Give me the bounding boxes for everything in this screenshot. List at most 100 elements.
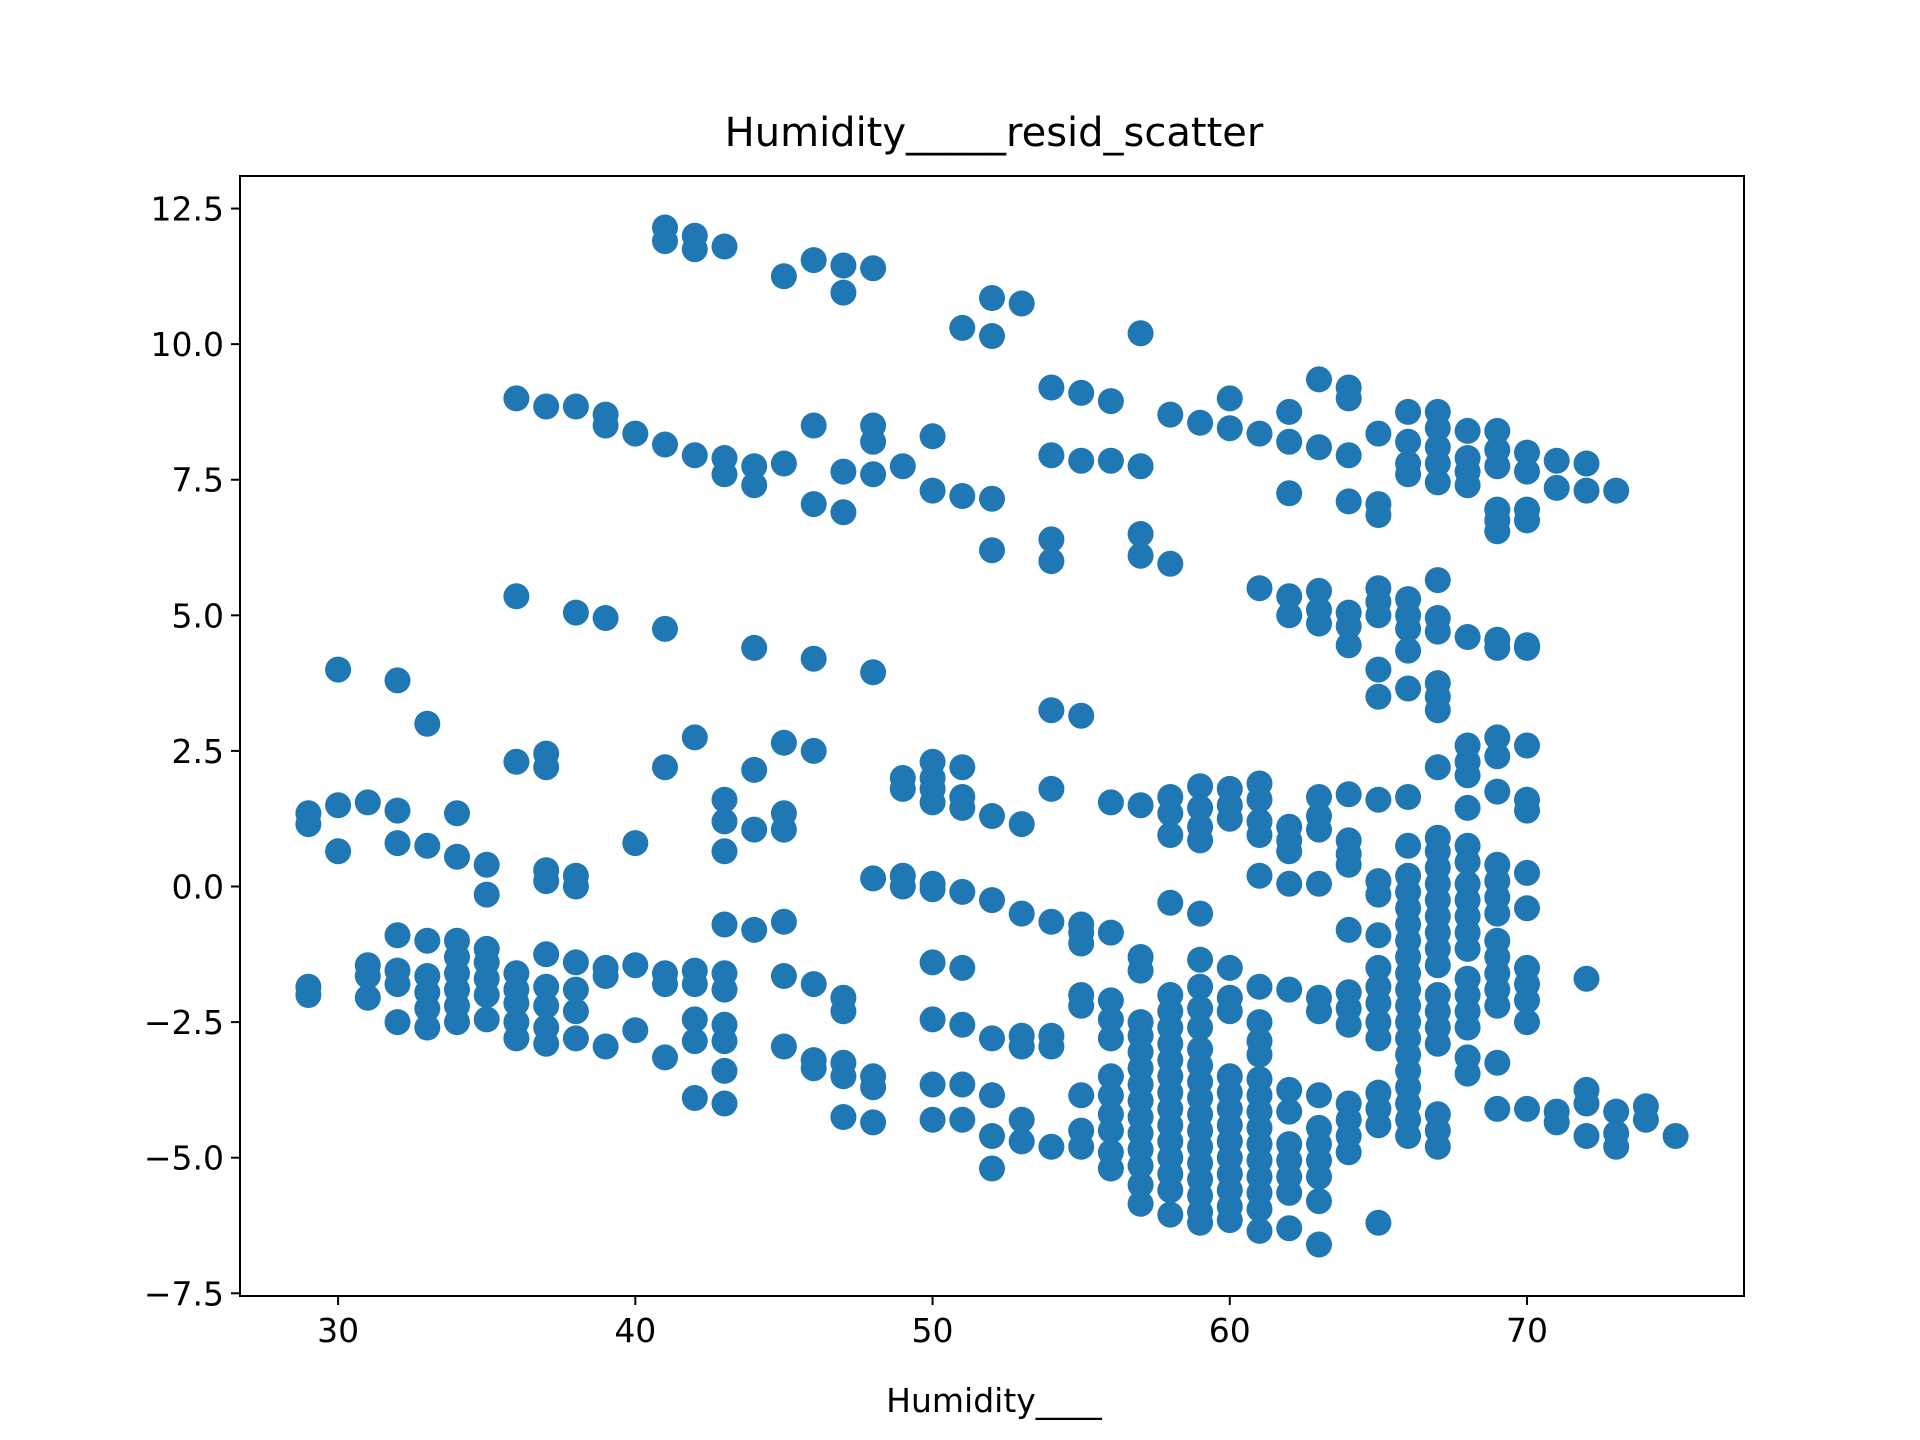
scatter-point — [592, 963, 619, 989]
scatter-point — [1216, 415, 1243, 442]
scatter-point — [1454, 1014, 1481, 1041]
scatter-point — [325, 838, 352, 865]
points-layer — [295, 214, 1689, 1258]
scatter-point — [1038, 1133, 1065, 1160]
scatter-point — [1157, 1177, 1184, 1204]
scatter-point — [1008, 900, 1035, 927]
scatter-point — [1573, 1123, 1600, 1149]
scatter-point — [1306, 1231, 1332, 1258]
scatter-point — [1484, 453, 1511, 480]
scatter-point — [1127, 320, 1154, 347]
scatter-point — [1365, 683, 1392, 710]
scatter-point — [1306, 366, 1332, 393]
scatter-point — [652, 754, 678, 781]
scatter-point — [1395, 784, 1422, 810]
scatter-point — [622, 952, 649, 979]
scatter-point — [741, 916, 768, 943]
scatter-point — [1127, 542, 1154, 569]
scatter-point — [681, 442, 708, 469]
scatter-point — [1395, 615, 1422, 642]
scatter-point — [1127, 453, 1154, 480]
scatter-point — [860, 1109, 887, 1136]
scatter-point — [830, 1063, 857, 1090]
scatter-point — [1306, 610, 1332, 637]
scatter-point — [1335, 1139, 1362, 1166]
scatter-point — [711, 838, 738, 865]
scatter-point — [1424, 469, 1451, 496]
scatter-point — [1246, 1217, 1273, 1244]
scatter-point — [1395, 1123, 1422, 1149]
chart-title: Humidity_____resid_scatter — [725, 110, 1264, 156]
scatter-point — [860, 428, 887, 455]
scatter-point — [741, 634, 768, 661]
scatter-point — [1097, 1155, 1124, 1182]
scatter-point — [1365, 1209, 1392, 1236]
scatter-point — [860, 1074, 887, 1101]
scatter-point — [770, 816, 797, 843]
scatter-point — [533, 754, 560, 781]
scatter-point — [1365, 1025, 1392, 1052]
y-tick-label: 12.5 — [151, 190, 224, 229]
scatter-point — [592, 412, 619, 439]
scatter-point — [1514, 1095, 1540, 1122]
scatter-point — [1038, 697, 1065, 724]
scatter-point — [384, 1009, 411, 1036]
scatter-point — [1484, 724, 1511, 751]
y-tick-label: 2.5 — [172, 732, 224, 771]
plot-frame — [239, 175, 1745, 1297]
scatter-point — [1187, 946, 1214, 973]
scatter-point — [384, 797, 411, 824]
y-tick-label: 7.5 — [172, 461, 224, 500]
x-axis: 30 40 50 60 70 — [317, 1296, 1548, 1350]
x-tick-label: 70 — [1506, 1311, 1548, 1350]
scatter-point — [473, 982, 500, 1008]
scatter-point — [503, 583, 530, 610]
scatter-point — [1454, 849, 1481, 876]
scatter-point — [473, 881, 500, 908]
scatter-point — [919, 477, 946, 504]
scatter-point — [414, 995, 441, 1022]
scatter-point — [1484, 634, 1511, 661]
scatter-point — [562, 998, 589, 1025]
scatter-point — [652, 228, 678, 255]
scatter-point — [533, 941, 560, 968]
scatter-point — [741, 816, 768, 843]
scatter-point — [1335, 851, 1362, 878]
scatter-point — [562, 599, 589, 626]
scatter-point — [1276, 480, 1303, 507]
scatter-point — [1454, 417, 1481, 444]
scatter-point — [1454, 762, 1481, 789]
x-tick-label: 40 — [614, 1311, 656, 1350]
scatter-point — [562, 1025, 589, 1052]
scatter-point — [830, 458, 857, 485]
scatter-point — [1454, 624, 1481, 650]
scatter-point — [949, 954, 976, 981]
scatter-point — [1038, 526, 1065, 553]
scatter-point — [473, 851, 500, 878]
scatter-point — [741, 472, 768, 499]
scatter-point — [1424, 1133, 1451, 1160]
scatter-point — [800, 645, 827, 672]
scatter-point — [1157, 800, 1184, 827]
scatter-point — [1276, 428, 1303, 455]
scatter-point — [1246, 420, 1273, 447]
scatter-point — [1068, 447, 1095, 474]
scatter-point — [800, 491, 827, 518]
scatter-point — [592, 605, 619, 631]
scatter-point — [1038, 908, 1065, 935]
scatter-point — [1038, 442, 1065, 469]
scatter-point — [1514, 895, 1540, 922]
scatter-point — [711, 1028, 738, 1055]
scatter-point — [1573, 965, 1600, 992]
scatter-point — [1484, 778, 1511, 805]
scatter-point — [1008, 811, 1035, 838]
scatter-point — [1335, 781, 1362, 808]
scatter-point — [711, 233, 738, 260]
scatter-point — [1603, 1098, 1630, 1125]
scatter-point — [1335, 916, 1362, 943]
scatter-point — [1097, 447, 1124, 474]
scatter-point — [1395, 428, 1422, 455]
scatter-point — [1395, 637, 1422, 664]
scatter-point — [919, 1071, 946, 1098]
